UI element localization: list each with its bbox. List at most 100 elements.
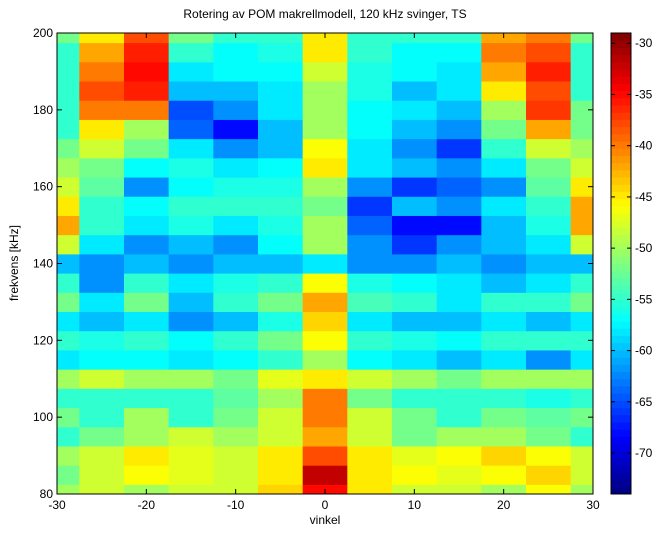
heat-cell (347, 349, 393, 370)
heat-cell (168, 177, 214, 197)
heat-cell (526, 234, 572, 255)
heat-cell (57, 157, 80, 178)
heat-cell (124, 119, 170, 140)
heat-cell (302, 100, 348, 120)
heat-cell (347, 196, 393, 216)
heat-cell (168, 33, 214, 44)
heat-cell (57, 119, 80, 140)
heat-cell (57, 349, 80, 370)
heat-cell (168, 369, 214, 389)
heat-cell (258, 292, 304, 313)
heat-cell (436, 445, 482, 466)
heat-cell (168, 215, 214, 236)
heat-cell (347, 61, 393, 82)
heat-cell (436, 426, 482, 447)
heat-cell (79, 484, 125, 494)
heat-cell (570, 330, 593, 351)
heat-cell (347, 234, 393, 255)
heat-cell (213, 119, 259, 140)
chart-title: Rotering av POM makrellmodell, 120 kHz s… (183, 7, 466, 21)
heat-cell (124, 388, 170, 409)
x-tick-label: -10 (227, 498, 245, 512)
heat-cell (57, 311, 80, 332)
heat-cell (79, 100, 125, 120)
heat-cell (481, 100, 527, 120)
heat-cell (168, 349, 214, 370)
heat-cell (526, 292, 572, 313)
heat-cell (436, 177, 482, 197)
heat-cell (302, 311, 348, 332)
heat-cell (213, 465, 259, 485)
heat-cell (347, 369, 393, 389)
heat-cell (570, 465, 593, 485)
heat-cell (436, 119, 482, 140)
heat-cell (79, 407, 125, 428)
heat-cell (526, 100, 572, 120)
heat-cell (57, 407, 80, 428)
heat-cell (302, 42, 348, 63)
heat-cell (481, 388, 527, 409)
heat-cell (481, 311, 527, 332)
x-tick-label: 0 (322, 498, 329, 512)
heat-cell (436, 234, 482, 255)
heat-cell (124, 157, 170, 178)
heat-cell (213, 445, 259, 466)
heat-cell (124, 349, 170, 370)
heat-cell (79, 426, 125, 447)
heat-cell (258, 157, 304, 178)
heat-cell (57, 388, 80, 409)
y-axis-label: frekvens [kHz] (7, 225, 21, 301)
heat-cell (213, 273, 259, 293)
heat-cell (526, 465, 572, 485)
heat-cell (392, 311, 438, 332)
heat-cell (481, 465, 527, 485)
heat-cell (213, 311, 259, 332)
heat-cell (570, 81, 593, 101)
heat-cell (526, 311, 572, 332)
heat-cell (347, 445, 393, 466)
heat-cell (57, 426, 80, 447)
heat-cell (570, 234, 593, 255)
heat-cell (302, 215, 348, 236)
heat-cell (79, 177, 125, 197)
heat-cell (213, 253, 259, 274)
heat-cell (79, 61, 125, 82)
heat-cell (168, 388, 214, 409)
heat-cell (124, 234, 170, 255)
heat-cell (79, 196, 125, 216)
heat-cell (570, 215, 593, 236)
heat-cell (213, 388, 259, 409)
heat-cell (79, 33, 125, 44)
x-tick-label: -30 (48, 498, 66, 512)
heat-cell (302, 426, 348, 447)
heat-cell (526, 369, 572, 389)
heat-cell (258, 330, 304, 351)
heat-cell (168, 234, 214, 255)
heat-cell (436, 465, 482, 485)
heat-cell (124, 215, 170, 236)
heat-cell (526, 33, 572, 44)
heat-cell (392, 369, 438, 389)
heat-cell (302, 369, 348, 389)
heat-cell (436, 253, 482, 274)
colorbar-tick-label: -50 (635, 241, 653, 255)
heat-cell (258, 42, 304, 63)
heat-cell (436, 196, 482, 216)
heat-cell (124, 253, 170, 274)
heat-cell (302, 138, 348, 159)
heat-cell (168, 42, 214, 63)
heat-cell (392, 349, 438, 370)
heat-cell (347, 157, 393, 178)
heat-cell (570, 177, 593, 197)
heat-cell (392, 42, 438, 63)
heat-cell (347, 177, 393, 197)
heat-cell (124, 138, 170, 159)
heat-cell (347, 119, 393, 140)
heat-cell (57, 196, 80, 216)
heat-cell (436, 215, 482, 236)
heat-cell (258, 61, 304, 82)
heat-cell (392, 234, 438, 255)
heat-cell (302, 196, 348, 216)
heat-cell (57, 215, 80, 236)
heat-cell (526, 273, 572, 293)
